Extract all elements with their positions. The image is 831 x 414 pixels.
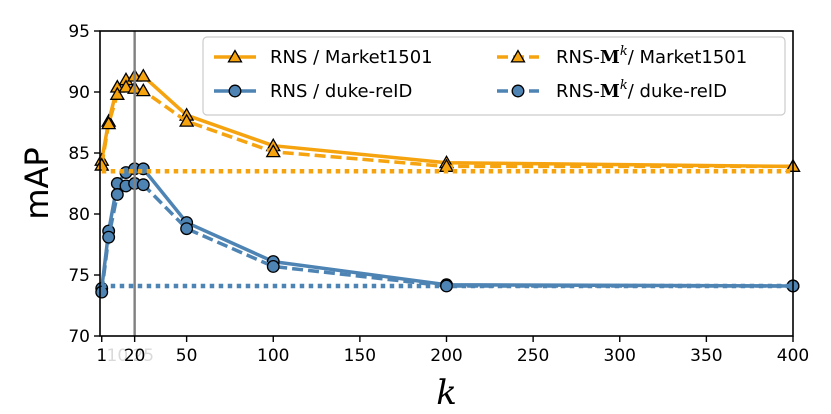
legend-label: RNS / duke-reID [270, 81, 412, 102]
data-point-rnsm_duke [136, 178, 150, 192]
axes: 1 20 50 100 150 200 250 300 350 400 70 75 80 85 90 95 10… [18, 22, 809, 413]
legend-label: RNS / Market1501 [270, 47, 433, 68]
series-line-rnsm_duke [99, 181, 793, 293]
legend-marker-triangle [227, 49, 243, 63]
x-tick-label: 1 [96, 346, 107, 366]
series-rnsm_market [94, 79, 801, 172]
data-point-rnsm_market [179, 113, 195, 127]
data-point-rnsm_duke [266, 260, 280, 273]
y-tick-label: 75 [68, 266, 90, 286]
series-rnsm_duke [95, 177, 800, 299]
y-tick-label: 95 [68, 22, 90, 42]
x-axis-label: k [436, 373, 457, 413]
y-tick-label: 90 [68, 83, 90, 103]
legend-entry-rnsm_duke: RNS-Mk/ duke-reID [497, 78, 727, 102]
y-tick-label: 70 [68, 327, 90, 347]
data-point-rnsm_market [135, 82, 151, 97]
data-point-rnsm_duke [110, 188, 124, 201]
data-point-rnsm_market [109, 86, 125, 100]
legend: RNS / Market1501 RNS-Mk/ Market1501 RNS / … [202, 36, 786, 116]
x-tick-label: 150 [344, 346, 376, 366]
x-tick-label: 50 [176, 346, 198, 366]
legend-label: RNS-Mk/ Market1501 [556, 44, 747, 68]
y-tick-label: 80 [68, 205, 90, 225]
y-axis-label: mAP [18, 147, 56, 219]
series-layer [94, 68, 801, 299]
legend-box [202, 36, 786, 116]
y-tick-label: 85 [68, 144, 90, 164]
x-tick-label: 200 [430, 346, 462, 366]
x-tick-label: 100 [257, 346, 289, 366]
series-rns_duke [95, 162, 800, 295]
x-tick-label: 350 [690, 346, 722, 366]
x-tick-label-minor: 25 [132, 346, 154, 366]
x-tick-label: 250 [517, 346, 549, 366]
legend-entry-rnsm_market: RNS-Mk/ Market1501 [497, 44, 747, 68]
data-point-rnsm_market [265, 143, 281, 158]
legend-marker-circle [228, 84, 242, 98]
legend-label: RNS-Mk/ duke-reID [556, 78, 727, 102]
series-line-rns_duke [99, 167, 794, 289]
x-tick-label-minor: 10 [107, 346, 129, 366]
data-point-rnsm_market [118, 79, 134, 93]
x-tick-label: 400 [777, 346, 809, 366]
data-point-rnsm_duke [102, 230, 116, 244]
legend-marker-circle [511, 84, 525, 98]
data-point-rnsm_duke [180, 222, 194, 236]
x-tick-label: 300 [604, 346, 636, 366]
legend-marker-triangle [510, 49, 526, 63]
x-tick-label: 20 [124, 346, 146, 366]
legend-entry-rns_duke: RNS / duke-reID [214, 81, 412, 102]
data-point-rnsm_market [101, 115, 117, 130]
data-point-rns_market [135, 68, 151, 82]
legend-entry-rns_market: RNS / Market1501 [214, 47, 433, 68]
